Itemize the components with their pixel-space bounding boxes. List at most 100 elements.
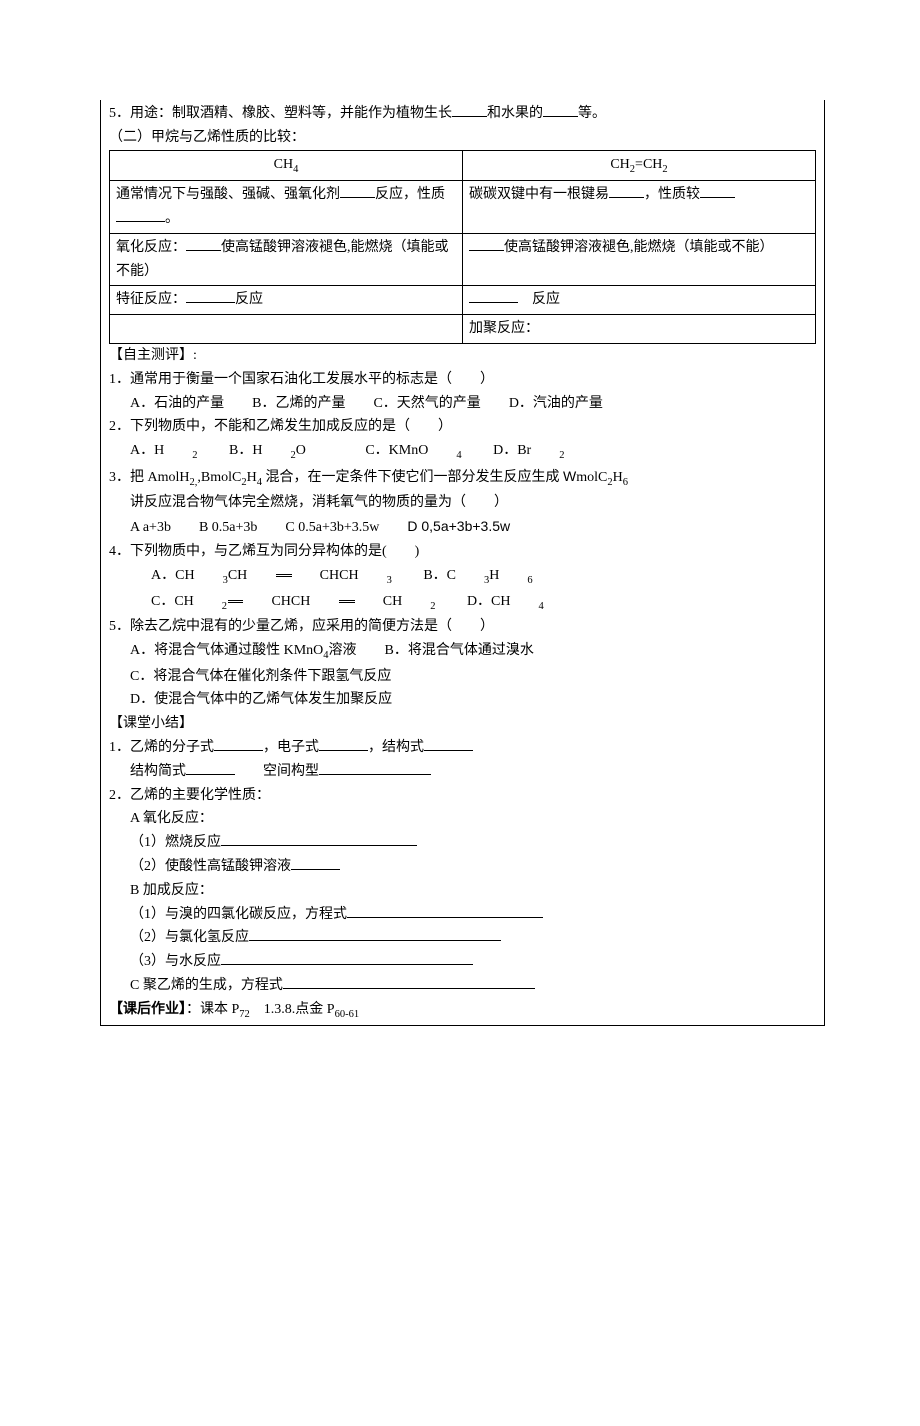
s-l5: （1）燃烧反应: [130, 835, 221, 850]
hw-b: 1.3.8.点金 P: [250, 1002, 335, 1017]
q1-opt-a: A．石油的产量: [130, 392, 224, 416]
blank-r3c2: [469, 289, 518, 303]
h1-sub: 4: [293, 163, 298, 174]
q2b-tail: O: [296, 439, 306, 463]
q4a-m: CH: [228, 564, 247, 588]
usage-text-b: 和水果的: [487, 106, 543, 121]
q3-opt-d: D 0,5a+3b+3.5w: [407, 515, 510, 539]
q3-line2: 讲反应混合物气体完全燃烧，消耗氧气的物质的量为（ ）: [109, 491, 816, 515]
hw-a: ：课本 P: [186, 1002, 239, 1017]
cell-r3c2: 反应: [463, 286, 816, 315]
q2d-sub: 2: [559, 450, 564, 461]
q3a-w: W: [563, 468, 576, 484]
blank-hcl: [249, 927, 501, 941]
q2b-pre: B．H: [229, 439, 262, 463]
q4-options: A．CH3CHCHCH3 B．C3H6 C．CH2CHCHCH2 D．CH4: [109, 564, 816, 615]
q2a-sub: 2: [192, 450, 197, 461]
q4: 4．下列物质中，与乙烯互为同分异构体的是( ): [109, 540, 816, 564]
blank-geom: [319, 761, 431, 775]
table-row: 加聚反应：: [110, 315, 816, 344]
q3-options: A a+3bB 0.5a+3bC 0.5a+3b+3.5wD 0,5a+3b+3…: [109, 515, 816, 540]
blank-ef: [319, 737, 368, 751]
q4a-s2: 3: [387, 575, 392, 586]
summary-l3: 2．乙烯的主要化学性质：: [109, 784, 816, 808]
hw-s1: 72: [239, 1009, 250, 1020]
table-row: CH4 CH2=CH2: [110, 150, 816, 181]
blank-br2: [347, 904, 543, 918]
table-row: 特征反应： 反应 反应: [110, 286, 816, 315]
q4b-m: H: [489, 564, 499, 588]
s-l1b: ，电子式: [263, 740, 319, 755]
r3c1b: 反应: [235, 292, 263, 307]
s-l9: （2）与氯化氢反应: [130, 930, 249, 945]
blank-growth: [452, 103, 487, 117]
summary-l11: C 聚乙烯的生成，方程式: [109, 974, 816, 998]
cell-r1c1: 通常情况下与强酸、强碱、强氧化剂反应，性质。: [110, 181, 463, 234]
q1-opt-b: B．乙烯的产量: [252, 392, 345, 416]
h2s2: 2: [662, 163, 667, 174]
q3-opt-a: A a+3b: [130, 516, 171, 540]
q4d-s: 4: [539, 600, 544, 611]
r1c2a: 碳碳双键中有一根键易: [469, 187, 609, 202]
s-l2a: 结构简式: [130, 764, 186, 779]
q3-opt-c: C 0.5a+3b+3.5w: [285, 516, 379, 540]
q2c-pre: C．KMnO: [365, 439, 428, 463]
r1c1c: 。: [165, 211, 179, 226]
comparison-table: CH4 CH2=CH2 通常情况下与强酸、强碱、强氧化剂反应，性质。 碳碳双键中…: [109, 150, 816, 344]
summary-l10: （3）与水反应: [109, 950, 816, 974]
q1-options: A．石油的产量B．乙烯的产量C．天然气的产量D．汽油的产量: [109, 392, 816, 416]
q5-opt-d: D．使混合气体中的乙烯气体发生加聚反应: [109, 688, 816, 712]
summary-l2: 结构简式 空间构型: [109, 760, 816, 784]
q1: 1．通常用于衡量一个国家石油化工发展水平的标志是（ ）: [109, 368, 816, 392]
s-l11: C 聚乙烯的生成，方程式: [130, 978, 283, 993]
table-row: 通常情况下与强酸、强碱、强氧化剂反应，性质。 碳碳双键中有一根键易，性质较: [110, 181, 816, 234]
h2eq: =CH: [635, 157, 662, 172]
usage-line: 5．用途：制取酒精、橡胶、塑料等，并能作为植物生长和水果的等。: [109, 102, 816, 126]
s-l8: （1）与溴的四氯化碳反应，方程式: [130, 907, 347, 922]
cell-r4c2: 加聚反应：: [463, 315, 816, 344]
q4b-s2: 6: [527, 575, 532, 586]
h2a: CH: [610, 157, 629, 172]
page-content: 5．用途：制取酒精、橡胶、塑料等，并能作为植物生长和水果的等。 （二）甲烷与乙烯…: [101, 100, 824, 1025]
blank-pe: [283, 975, 535, 989]
q4b-pre: B．C: [423, 564, 456, 588]
blank-r1c1b: [116, 208, 165, 222]
q4c-pre: C．CH: [151, 590, 194, 614]
double-bond-icon: [228, 600, 243, 603]
q5a-tail: 溶液: [329, 643, 357, 658]
cell-r1c2: 碳碳双键中有一根键易，性质较: [463, 181, 816, 234]
blank-r2c2: [469, 237, 504, 251]
cell-r2c2: 使高锰酸钾溶液褪色,能燃烧（填能或不能）: [463, 233, 816, 286]
q2-opt-d: D．Br2: [493, 439, 564, 465]
r2c2b: 使高锰酸钾溶液褪色,能燃烧（填能或不能）: [504, 240, 774, 255]
section2-title: （二）甲烷与乙烯性质的比较：: [109, 126, 816, 150]
blank-fruit: [543, 103, 578, 117]
cell-r4c1: [110, 315, 463, 344]
r4c2: 加聚反应：: [469, 321, 539, 336]
summary-l4: A 氧化反应：: [109, 807, 816, 831]
r2c1a: 氧化反应：: [116, 240, 186, 255]
q3a-m3: 混合，在一定条件下使它们一部分发生反应生成: [262, 470, 563, 485]
q2-options: A．H2 B．H2O C．KMnO4 D．Br2: [109, 439, 816, 465]
blank-cs: [186, 761, 235, 775]
summary-l7: B 加成反应：: [109, 879, 816, 903]
homework-line: 【课后作业】：课本 P72 1.3.8.点金 P60-61: [109, 998, 816, 1024]
q3a-m5: H: [613, 470, 623, 485]
q3a-m: ,BmolC: [197, 470, 241, 485]
blank-sf: [424, 737, 473, 751]
usage-text-a: 5．用途：制取酒精、橡胶、塑料等，并能作为植物生长: [109, 106, 452, 121]
blank-r3c1: [186, 289, 235, 303]
q4c-m2: CH: [383, 590, 402, 614]
cell-r3c1: 特征反应： 反应: [110, 286, 463, 315]
q2a-pre: A．H: [130, 439, 164, 463]
q5-line-ab: A．将混合气体通过酸性 KMnO4溶液 B．将混合气体通过溴水: [109, 639, 816, 665]
q5-opt-c: C．将混合气体在催化剂条件下跟氢气反应: [109, 665, 816, 689]
s-l1c: ，结构式: [368, 740, 424, 755]
q4-opt-a: A．CH3CHCHCH3: [151, 564, 392, 590]
q4a-pre: A．CH: [151, 564, 195, 588]
blank-combust: [221, 832, 417, 846]
q4-opt-c: C．CH2CHCHCH2: [151, 590, 435, 616]
r3c1a: 特征反应：: [116, 292, 186, 307]
s-l1a: 1．乙烯的分子式: [109, 740, 214, 755]
q4c-m: CHCH: [271, 590, 310, 614]
